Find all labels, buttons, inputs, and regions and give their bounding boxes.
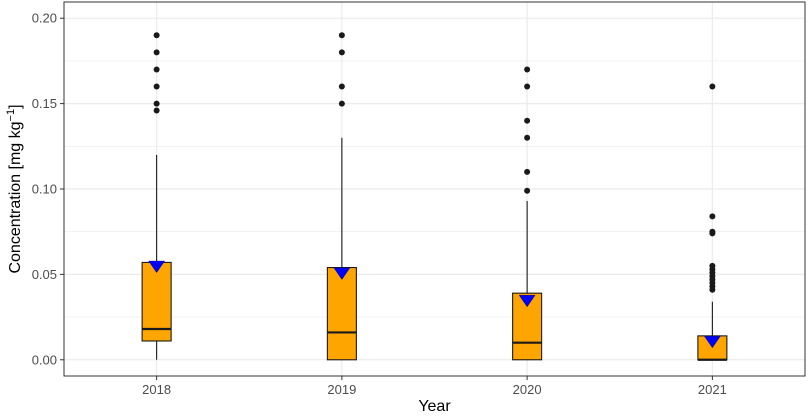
x-tick-label: 2020	[513, 382, 542, 397]
x-tick-label: 2021	[698, 382, 727, 397]
y-tick-label: 0.15	[32, 96, 57, 111]
outlier-point	[338, 83, 345, 90]
outlier-point	[153, 49, 160, 56]
outlier-point	[524, 187, 531, 194]
outlier-point	[153, 100, 160, 107]
outlier-point	[338, 32, 345, 39]
outlier-point	[153, 66, 160, 73]
outlier-point	[153, 83, 160, 90]
outlier-point	[709, 228, 716, 235]
box-2021	[697, 83, 728, 361]
box-2018	[141, 32, 172, 360]
outlier-point	[709, 213, 716, 220]
y-axis-title: Concentration [mg kg−1]	[5, 104, 24, 273]
box-2020	[512, 66, 543, 361]
outlier-point	[709, 262, 716, 269]
outlier-point	[338, 100, 345, 107]
grid-lines	[64, 2, 805, 376]
outlier-point	[709, 83, 716, 90]
outlier-point	[524, 83, 531, 90]
outlier-point	[524, 117, 531, 124]
outlier-point	[338, 49, 345, 56]
outlier-point	[153, 32, 160, 39]
mean-marker	[333, 267, 351, 280]
outlier-point	[524, 134, 531, 141]
outlier-point	[524, 168, 531, 175]
y-tick-label: 0.20	[32, 11, 57, 26]
y-tick-label: 0.00	[32, 352, 57, 367]
box-iqr	[326, 267, 357, 361]
mean-marker	[703, 335, 721, 349]
x-tick-label: 2018	[142, 382, 171, 397]
x-axis-title: Year	[418, 398, 451, 415]
mean-marker	[518, 295, 536, 308]
y-axis-title-superscript: −1	[5, 109, 17, 122]
plot-marks	[141, 32, 728, 361]
x-tick-label: 2019	[327, 382, 356, 397]
outlier-point	[524, 66, 531, 73]
y-tick-label: 0.05	[32, 267, 57, 282]
y-tick-label: 0.10	[32, 182, 57, 197]
y-axis-title-main: Concentration [mg kg	[7, 121, 24, 273]
outlier-point	[153, 107, 160, 114]
y-axis-title-suffix: ]	[7, 104, 24, 108]
box-iqr	[141, 261, 172, 342]
box-2019	[326, 32, 357, 361]
axes: 0.00 0.05 0.10 0.15 0.20 2018 2019 2020 2021	[32, 11, 727, 397]
mean-marker	[148, 260, 166, 274]
